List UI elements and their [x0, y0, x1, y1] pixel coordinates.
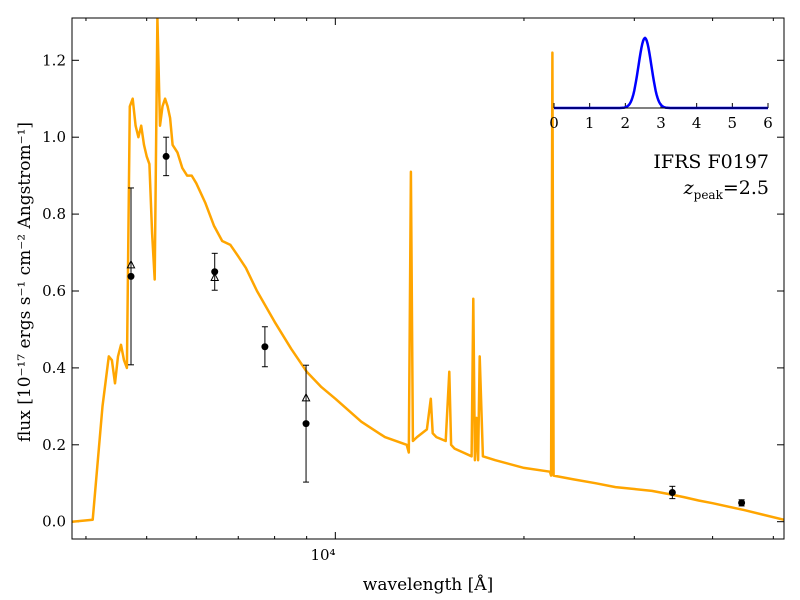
- y-tick-label: 1.0: [42, 128, 66, 146]
- y-tick-label: 0.8: [42, 205, 66, 223]
- z-value: 2.5: [739, 177, 769, 199]
- inset-tick-label: 5: [728, 114, 738, 132]
- inset-pdf-curve: [554, 36, 768, 110]
- redshift-label: zpeak=2.5: [683, 177, 769, 202]
- inset-tick-label: 6: [763, 114, 773, 132]
- z-subscript: peak: [694, 188, 724, 202]
- y-tick-labels: 0.0 0.2 0.4 0.6 0.8 1.0 1.2: [42, 51, 66, 530]
- model-sed-layer: [72, 18, 784, 523]
- inset-tick-label: 3: [656, 114, 666, 132]
- photometry-point: [668, 488, 676, 496]
- inset-tick-label: 1: [585, 114, 595, 132]
- y-tick-label: 0.0: [42, 513, 66, 531]
- photometry-point: [738, 499, 746, 507]
- x-tick-label-major: 10⁴: [310, 546, 335, 564]
- y-axis-label: flux [10⁻¹⁷ ergs s⁻¹ cm⁻² Angstrom⁻¹]: [15, 122, 35, 442]
- photometry-point: [302, 420, 310, 428]
- x-axis-label: wavelength [Å]: [363, 574, 493, 595]
- y-tick-label: 0.6: [42, 282, 66, 300]
- inset-tick-label: 2: [621, 114, 631, 132]
- inset-tick-label: 0: [549, 114, 559, 132]
- photometry-point: [261, 343, 269, 351]
- photometry-layer: [126, 136, 746, 507]
- object-name: IFRS F0197: [653, 151, 769, 173]
- plot-frame: [71, 17, 785, 540]
- redshift-pdf-inset: 0 1 2 3 4 5 6: [549, 36, 773, 132]
- y-tick-label: 0.4: [42, 359, 66, 377]
- model-photometry-point: [301, 392, 311, 402]
- photometry-point: [127, 272, 135, 280]
- axis-ticks: [72, 18, 784, 539]
- photometry-point: [162, 152, 170, 160]
- model-photometry-point: [126, 259, 136, 269]
- z-symbol: z: [683, 177, 695, 199]
- inset-tick-label: 4: [692, 114, 702, 132]
- z-equals: =: [723, 177, 739, 199]
- model-sed-line: [72, 18, 784, 523]
- model-photometry-point: [210, 272, 220, 282]
- y-tick-label: 1.2: [42, 51, 66, 69]
- y-tick-label: 0.2: [42, 436, 66, 454]
- inset-tick-labels: 0 1 2 3 4 5 6: [549, 114, 773, 132]
- photometry-point: [211, 268, 219, 276]
